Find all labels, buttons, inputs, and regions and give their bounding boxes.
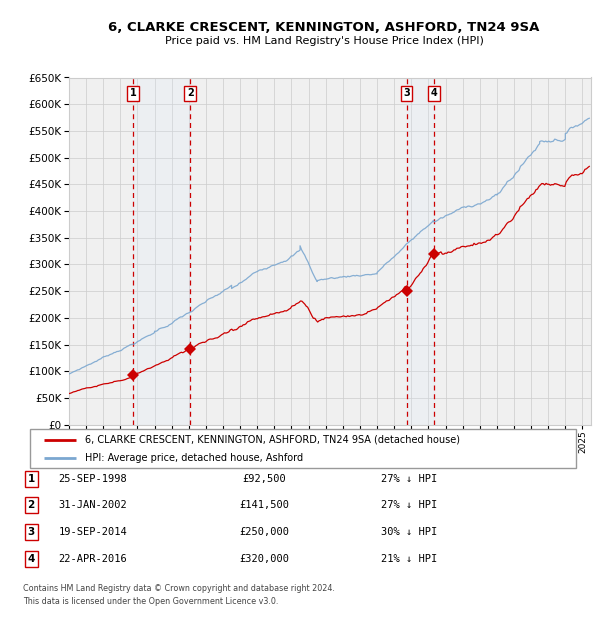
- Text: Contains HM Land Registry data © Crown copyright and database right 2024.
This d: Contains HM Land Registry data © Crown c…: [23, 584, 335, 606]
- Text: 21% ↓ HPI: 21% ↓ HPI: [381, 554, 437, 564]
- Text: 1: 1: [28, 474, 35, 484]
- Text: 19-SEP-2014: 19-SEP-2014: [59, 527, 127, 537]
- Text: 25-SEP-1998: 25-SEP-1998: [59, 474, 127, 484]
- Text: 1: 1: [130, 88, 136, 98]
- Text: £250,000: £250,000: [239, 527, 289, 537]
- Text: HPI: Average price, detached house, Ashford: HPI: Average price, detached house, Ashf…: [85, 453, 303, 463]
- Text: £320,000: £320,000: [239, 554, 289, 564]
- Text: 3: 3: [403, 88, 410, 98]
- Text: 27% ↓ HPI: 27% ↓ HPI: [381, 500, 437, 510]
- Bar: [133, 78, 190, 425]
- Text: 6, CLARKE CRESCENT, KENNINGTON, ASHFORD, TN24 9SA (detached house): 6, CLARKE CRESCENT, KENNINGTON, ASHFORD,…: [85, 435, 460, 445]
- Text: 3: 3: [28, 527, 35, 537]
- Text: 27% ↓ HPI: 27% ↓ HPI: [381, 474, 437, 484]
- Text: 4: 4: [28, 554, 35, 564]
- Bar: [407, 78, 434, 425]
- Text: 2: 2: [187, 88, 194, 98]
- Text: 31-JAN-2002: 31-JAN-2002: [59, 500, 127, 510]
- Text: 4: 4: [430, 88, 437, 98]
- Text: 30% ↓ HPI: 30% ↓ HPI: [381, 527, 437, 537]
- Text: 2: 2: [28, 500, 35, 510]
- Text: £141,500: £141,500: [239, 500, 289, 510]
- FancyBboxPatch shape: [30, 429, 576, 468]
- Text: 22-APR-2016: 22-APR-2016: [59, 554, 127, 564]
- Text: 6, CLARKE CRESCENT, KENNINGTON, ASHFORD, TN24 9SA: 6, CLARKE CRESCENT, KENNINGTON, ASHFORD,…: [109, 21, 539, 33]
- Text: Price paid vs. HM Land Registry's House Price Index (HPI): Price paid vs. HM Land Registry's House …: [164, 36, 484, 46]
- Text: £92,500: £92,500: [242, 474, 286, 484]
